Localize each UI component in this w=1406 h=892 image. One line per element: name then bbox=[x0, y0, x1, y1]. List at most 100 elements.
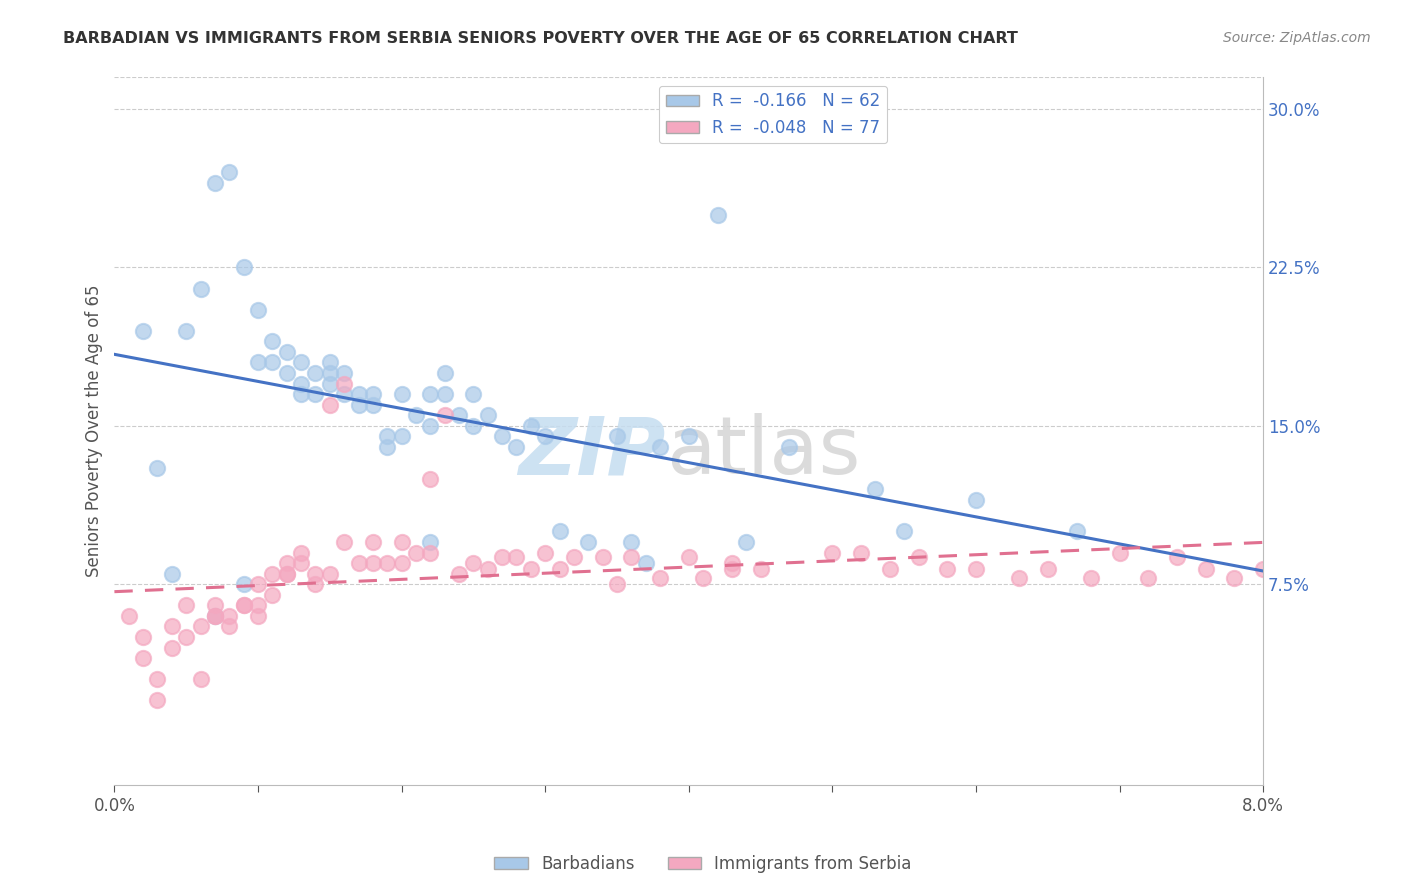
Point bbox=[778, 440, 800, 454]
Point bbox=[749, 562, 772, 576]
Point bbox=[276, 556, 298, 570]
Text: Source: ZipAtlas.com: Source: ZipAtlas.com bbox=[1223, 31, 1371, 45]
Point bbox=[132, 651, 155, 665]
Point bbox=[247, 577, 270, 591]
Point bbox=[304, 387, 326, 401]
Point bbox=[735, 535, 758, 549]
Point bbox=[319, 566, 342, 581]
Point bbox=[146, 461, 169, 475]
Text: atlas: atlas bbox=[666, 413, 860, 491]
Point bbox=[146, 693, 169, 707]
Point bbox=[477, 562, 499, 576]
Point bbox=[419, 545, 441, 559]
Point bbox=[606, 577, 628, 591]
Point bbox=[174, 599, 197, 613]
Point bbox=[361, 398, 384, 412]
Point bbox=[361, 387, 384, 401]
Point bbox=[1066, 524, 1088, 539]
Point bbox=[391, 429, 413, 443]
Point bbox=[333, 387, 356, 401]
Legend: Barbadians, Immigrants from Serbia: Barbadians, Immigrants from Serbia bbox=[488, 848, 918, 880]
Point bbox=[247, 302, 270, 317]
Point bbox=[692, 571, 714, 585]
Point bbox=[190, 282, 212, 296]
Point bbox=[375, 556, 398, 570]
Point bbox=[678, 429, 700, 443]
Point bbox=[391, 556, 413, 570]
Point bbox=[520, 418, 543, 433]
Point bbox=[276, 566, 298, 581]
Point bbox=[391, 387, 413, 401]
Point bbox=[405, 409, 427, 423]
Point bbox=[419, 418, 441, 433]
Point bbox=[204, 599, 226, 613]
Point bbox=[290, 387, 312, 401]
Point bbox=[1137, 571, 1160, 585]
Point bbox=[247, 608, 270, 623]
Point bbox=[463, 418, 485, 433]
Point bbox=[319, 366, 342, 380]
Point bbox=[262, 355, 284, 369]
Point bbox=[319, 355, 342, 369]
Point bbox=[204, 608, 226, 623]
Point bbox=[1166, 549, 1188, 564]
Point bbox=[247, 355, 270, 369]
Point bbox=[505, 440, 527, 454]
Point bbox=[879, 562, 901, 576]
Point bbox=[146, 672, 169, 686]
Point bbox=[290, 545, 312, 559]
Point bbox=[262, 334, 284, 349]
Point bbox=[204, 608, 226, 623]
Point bbox=[276, 345, 298, 359]
Y-axis label: Seniors Poverty Over the Age of 65: Seniors Poverty Over the Age of 65 bbox=[86, 285, 103, 577]
Point bbox=[936, 562, 959, 576]
Point bbox=[262, 566, 284, 581]
Point bbox=[419, 387, 441, 401]
Point bbox=[1108, 545, 1130, 559]
Legend: R =  -0.166   N = 62, R =  -0.048   N = 77: R = -0.166 N = 62, R = -0.048 N = 77 bbox=[659, 86, 887, 144]
Point bbox=[262, 588, 284, 602]
Point bbox=[218, 165, 240, 179]
Point bbox=[648, 440, 671, 454]
Point bbox=[505, 549, 527, 564]
Point bbox=[304, 566, 326, 581]
Point bbox=[433, 387, 456, 401]
Point bbox=[218, 608, 240, 623]
Point bbox=[361, 556, 384, 570]
Point bbox=[463, 387, 485, 401]
Point bbox=[319, 376, 342, 391]
Point bbox=[347, 387, 370, 401]
Point bbox=[290, 556, 312, 570]
Point bbox=[290, 376, 312, 391]
Point bbox=[447, 409, 470, 423]
Point bbox=[232, 599, 254, 613]
Point bbox=[721, 562, 744, 576]
Point bbox=[1008, 571, 1031, 585]
Point bbox=[620, 549, 643, 564]
Point bbox=[907, 549, 929, 564]
Point bbox=[548, 524, 571, 539]
Point bbox=[721, 556, 744, 570]
Point bbox=[849, 545, 872, 559]
Point bbox=[204, 176, 226, 190]
Point bbox=[304, 366, 326, 380]
Point bbox=[562, 549, 585, 564]
Point bbox=[132, 630, 155, 644]
Point bbox=[491, 549, 513, 564]
Point bbox=[333, 535, 356, 549]
Point bbox=[1036, 562, 1059, 576]
Point bbox=[333, 376, 356, 391]
Point bbox=[433, 366, 456, 380]
Point bbox=[304, 577, 326, 591]
Point bbox=[1195, 562, 1218, 576]
Point bbox=[419, 535, 441, 549]
Point bbox=[520, 562, 543, 576]
Point bbox=[118, 608, 141, 623]
Point bbox=[893, 524, 915, 539]
Point bbox=[620, 535, 643, 549]
Point bbox=[1223, 571, 1246, 585]
Point bbox=[419, 472, 441, 486]
Point bbox=[965, 562, 987, 576]
Point bbox=[319, 398, 342, 412]
Point bbox=[218, 619, 240, 633]
